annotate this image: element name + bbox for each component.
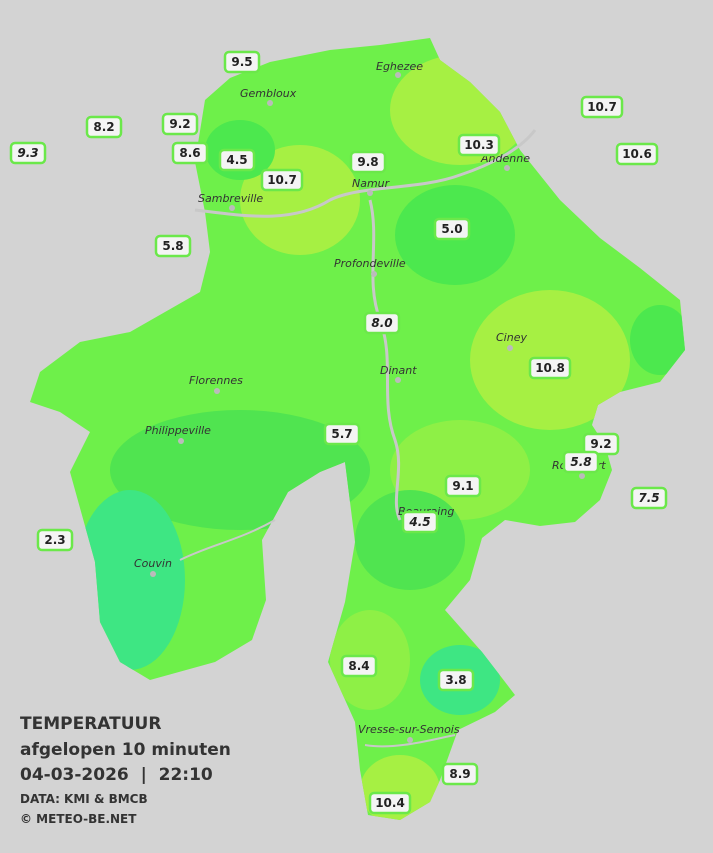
river bbox=[179, 519, 276, 561]
station-box bbox=[323, 422, 361, 446]
station-box bbox=[401, 510, 439, 534]
station-box bbox=[580, 95, 624, 119]
station-value: 9.3 bbox=[17, 146, 38, 160]
station-box bbox=[9, 141, 47, 165]
station-value: 4.5 bbox=[226, 153, 247, 167]
city-label: Eghezee bbox=[376, 60, 423, 73]
station-value: 9.8 bbox=[357, 155, 378, 169]
station-box bbox=[582, 432, 620, 456]
station-value: 10.7 bbox=[587, 100, 617, 114]
city-dot bbox=[229, 205, 235, 211]
station-value: 9.2 bbox=[169, 117, 190, 131]
station-value: 10.6 bbox=[622, 147, 652, 161]
city-label: Florennes bbox=[189, 374, 243, 387]
station-value: 8.0 bbox=[371, 316, 392, 330]
city-label: Vresse-sur-Semois bbox=[358, 723, 460, 736]
station-value: 9.5 bbox=[231, 55, 252, 69]
station-box bbox=[340, 654, 378, 678]
station-box bbox=[260, 168, 304, 192]
station-box bbox=[457, 133, 501, 157]
river bbox=[368, 199, 402, 521]
city-dot bbox=[407, 737, 413, 743]
station-value: 5.8 bbox=[162, 239, 183, 253]
station-box bbox=[363, 311, 401, 335]
station-value: 5.0 bbox=[441, 222, 462, 236]
station-value: 7.5 bbox=[638, 491, 659, 505]
station-value: 10.7 bbox=[267, 173, 297, 187]
city-dot bbox=[395, 377, 401, 383]
station-box bbox=[441, 762, 479, 786]
legend-title: TEMPERATUUR bbox=[20, 714, 161, 734]
station-value: 5.8 bbox=[570, 455, 591, 469]
station-box bbox=[218, 148, 256, 172]
station-value: 10.8 bbox=[535, 361, 565, 375]
city-label: Gembloux bbox=[240, 87, 297, 100]
station-box bbox=[161, 112, 199, 136]
station-box bbox=[615, 142, 659, 166]
city-dot bbox=[150, 571, 156, 577]
river bbox=[364, 734, 456, 748]
city-label: Dinant bbox=[380, 364, 417, 377]
city-label: Profondeville bbox=[334, 257, 406, 270]
station-value: 9.2 bbox=[590, 437, 611, 451]
legend: TEMPERATUUR afgelopen 10 minuten 04-03-2… bbox=[20, 714, 231, 826]
city-dot bbox=[214, 388, 220, 394]
legend-source: DATA: KMI & BMCB bbox=[20, 792, 148, 806]
station-value: 8.6 bbox=[179, 146, 200, 160]
legend-datetime: 04-03-2026 | 22:10 bbox=[20, 765, 213, 785]
city-label: Couvin bbox=[134, 557, 172, 570]
city-label: Namur bbox=[352, 177, 391, 190]
station-box bbox=[528, 356, 572, 380]
city-dot bbox=[507, 345, 513, 351]
station-box bbox=[349, 150, 387, 174]
city-dot bbox=[395, 72, 401, 78]
station-box bbox=[223, 50, 261, 74]
city-dot bbox=[579, 473, 585, 479]
city-dot bbox=[178, 438, 184, 444]
station-box bbox=[444, 474, 482, 498]
station-value: 10.4 bbox=[375, 796, 405, 810]
station-value: 8.2 bbox=[93, 120, 114, 134]
station-box bbox=[154, 234, 192, 258]
station-box bbox=[85, 115, 123, 139]
station-value: 9.1 bbox=[452, 479, 473, 493]
city-dot bbox=[371, 271, 377, 277]
legend-copyright: © METEO-BE.NET bbox=[20, 812, 137, 826]
river bbox=[194, 129, 537, 218]
city-dot bbox=[367, 190, 373, 196]
city-dot bbox=[267, 100, 273, 106]
station-value: 8.4 bbox=[348, 659, 369, 673]
station-box bbox=[630, 486, 668, 510]
city-label: Sambreville bbox=[198, 192, 263, 205]
legend-subtitle: afgelopen 10 minuten bbox=[20, 740, 231, 760]
station-value: 5.7 bbox=[331, 427, 352, 441]
station-value: 8.9 bbox=[449, 767, 470, 781]
city-label: Ciney bbox=[496, 331, 527, 344]
station-value: 4.5 bbox=[408, 515, 430, 529]
station-box bbox=[437, 668, 475, 692]
station-box bbox=[171, 141, 209, 165]
station-box bbox=[368, 791, 412, 815]
station-box bbox=[562, 450, 600, 474]
station-box bbox=[433, 217, 471, 241]
station-value: 10.3 bbox=[464, 138, 494, 152]
station-value: 3.8 bbox=[445, 673, 466, 687]
city-label: Philippeville bbox=[145, 424, 211, 437]
station-value: 2.3 bbox=[44, 533, 65, 547]
station-box bbox=[36, 528, 74, 552]
city-dot bbox=[504, 165, 510, 171]
